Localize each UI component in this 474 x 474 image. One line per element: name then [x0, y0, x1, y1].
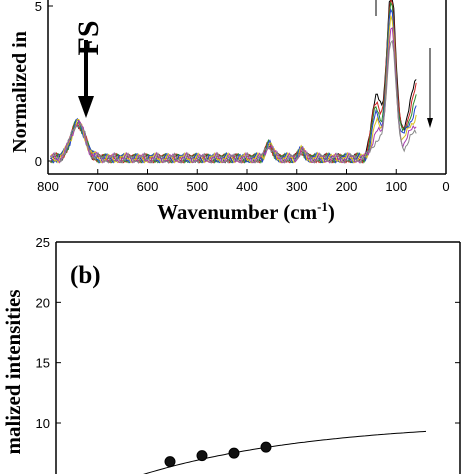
panel-a-decrease-arrow: [427, 48, 433, 128]
panel-a-spectrum-line: [50, 0, 417, 164]
panel-b-y-ticks: 25 20 15 10: [36, 235, 460, 431]
panel-a-x-tick-label: 200: [336, 179, 358, 194]
panel-b-fit-curve: [143, 430, 427, 474]
panel-a: 800 700 600 500 400 300 200 100 0 05 FS Normaliz…: [9, 0, 450, 224]
panel-b-y-axis-title: malized intensities: [1, 289, 25, 454]
panel-a-x-tick-label: 0: [442, 179, 449, 194]
panel-a-spectrum-line: [50, 26, 417, 164]
panel-b: 25 20 15 10 (b) malized intensities: [1, 235, 461, 474]
panel-a-y-axis-title: Normalized in: [9, 31, 31, 153]
panel-a-y-tick-label: 0: [35, 154, 42, 169]
panel-a-x-tick-label: 400: [236, 179, 258, 194]
panel-a-x-tick-label: 300: [286, 179, 308, 194]
panel-a-x-ticks: 800 700 600 500 400 300 200 100 0: [37, 169, 450, 194]
panel-a-y-tick-label: 5: [35, 0, 42, 14]
panel-a-spectrum-line: [50, 39, 417, 164]
panel-a-annotation: FS: [72, 20, 105, 55]
panel-a-x-tick-label: 700: [87, 179, 109, 194]
panel-b-data-point: [196, 450, 208, 462]
panel-a-spectrum-line: [50, 0, 417, 164]
panel-b-data-point: [260, 441, 272, 453]
panel-a-x-tick-label: 100: [385, 179, 407, 194]
panel-b-points: [164, 441, 272, 468]
panel-b-fit-line: [143, 430, 427, 474]
panel-a-spectrum-line: [50, 0, 417, 164]
panel-b-data-point: [164, 456, 176, 468]
panel-b-y-tick-label: 20: [36, 295, 50, 310]
panel-a-x-axis-title: Wavenumber (cm-1): [157, 199, 335, 224]
panel-b-y-tick-label: 15: [36, 356, 50, 371]
panel-a-x-tick-label: 600: [137, 179, 159, 194]
panel-b-label: (b): [70, 262, 101, 289]
panel-a-x-tick-label: 800: [37, 179, 59, 194]
panel-a-y-ticks: 05: [35, 0, 53, 169]
panel-a-arrow: [78, 40, 94, 118]
panel-b-y-tick-label: 10: [36, 416, 50, 431]
panel-a-spectrum-line: [50, 8, 417, 164]
panel-a-spectrum-line: [50, 15, 417, 164]
panel-b-y-tick-label: 25: [36, 235, 50, 250]
panel-a-x-tick-label: 500: [186, 179, 208, 194]
panel-b-data-point: [228, 447, 240, 459]
panel-a-series: [50, 0, 417, 164]
